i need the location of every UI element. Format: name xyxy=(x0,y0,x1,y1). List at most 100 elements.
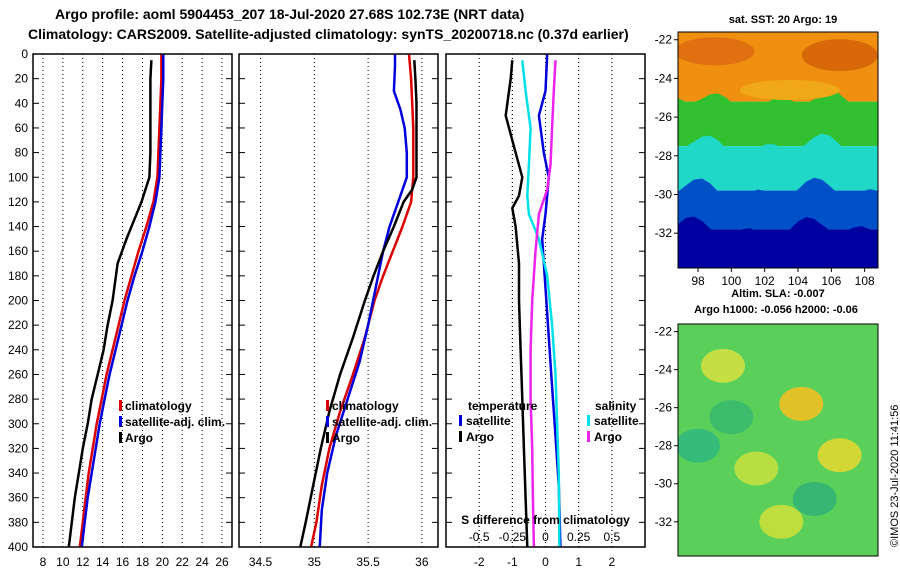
x-tick-label-salinity: 0.25 xyxy=(567,530,591,544)
y-tick-label: 320 xyxy=(8,441,28,455)
map-field xyxy=(678,324,878,556)
map-x-tick-label: 108 xyxy=(855,274,875,288)
legend-swatch xyxy=(119,416,122,427)
map-y-tick-label: -22 xyxy=(655,33,673,47)
series-line-satellite-adj-clim- xyxy=(80,54,165,548)
y-tick-label: 300 xyxy=(8,417,28,431)
y-tick-label: 340 xyxy=(8,466,28,480)
x-tick-label: 1 xyxy=(575,555,582,569)
y-tick-label: 280 xyxy=(8,392,28,406)
legend-label: climatology xyxy=(332,399,399,413)
legend-swatch xyxy=(119,400,122,411)
map-x-tick-label: 104 xyxy=(788,274,808,288)
legend-label: satellite xyxy=(594,414,639,428)
bottom-axis-label: S difference from climatology xyxy=(461,513,630,527)
y-tick-label: 360 xyxy=(8,491,28,505)
y-tick-label: 60 xyxy=(15,121,29,135)
y-tick-label: 380 xyxy=(8,515,28,529)
sla-blob xyxy=(701,348,745,383)
y-tick-label: 240 xyxy=(8,343,28,357)
legend-label: Argo xyxy=(594,430,622,444)
x-tick-label: 0 xyxy=(542,555,549,569)
sla-map-subtitle: Argo h1000: -0.056 h2000: -0.06 xyxy=(694,304,858,316)
y-tick-label: 400 xyxy=(8,540,28,554)
y-tick-label: 40 xyxy=(15,96,29,110)
map-y-tick-label: -24 xyxy=(655,71,673,85)
title-line-2: Climatology: CARS2009. Satellite-adjuste… xyxy=(28,26,629,42)
x-tick-label: 35 xyxy=(308,555,322,569)
x-tick-label: 14 xyxy=(96,555,110,569)
legend-swatch xyxy=(459,431,462,442)
x-tick-label: -1 xyxy=(507,555,518,569)
series-line-climatology xyxy=(78,54,163,548)
map-y-tick-label: -32 xyxy=(655,226,673,240)
panel-frame xyxy=(445,53,646,548)
y-tick-label: 100 xyxy=(8,170,28,184)
map-y-tick-label: -22 xyxy=(655,325,673,339)
series-line-temperature-satellite xyxy=(537,53,562,548)
x-tick-label: 35.5 xyxy=(356,555,380,569)
series-line-argo xyxy=(67,60,153,548)
profile-panel-2: 34.5 35 35.5 36 climatology satellite-adj. cl… xyxy=(238,53,439,569)
map-frame xyxy=(677,323,879,557)
map-y-tick-label: -28 xyxy=(655,149,673,163)
y-tick-label: 80 xyxy=(15,146,29,160)
title-line-1: Argo profile: aoml 5904453_207 18-Jul-20… xyxy=(55,6,525,22)
legend-swatch xyxy=(119,432,122,443)
sst-map-title: sat. SST: 20 Argo: 19 xyxy=(729,14,837,26)
legend-label: Argo xyxy=(466,430,494,444)
x-tick-label-salinity: 0 xyxy=(542,530,549,544)
legend-label: satellite-adj. clim. xyxy=(332,415,432,429)
legend-label: Argo xyxy=(332,431,360,445)
y-tick-label: 140 xyxy=(8,220,28,234)
legend-swatch xyxy=(326,416,329,427)
legend-label: Argo xyxy=(125,431,153,445)
panel-frame xyxy=(32,53,233,548)
x-tick-label-salinity: -0.5 xyxy=(469,530,490,544)
x-tick-label: 24 xyxy=(195,555,209,569)
legend-label: climatology xyxy=(125,399,192,413)
map-x-tick-label: 106 xyxy=(821,274,841,288)
series-line-temperature-argo xyxy=(504,60,529,548)
sla-blob xyxy=(779,386,824,421)
series-line-salinity-argo xyxy=(529,60,557,548)
map-frame xyxy=(677,31,879,269)
profile-panel-1: 8 10 12 14 16 18 20 22 24 26020406080100120140160… xyxy=(8,47,233,569)
map-y-tick-label: -30 xyxy=(655,477,673,491)
profile-panel-3: -2 -1 0 1 2 -0.5 -0.25 0 0.25 0.5 S difference fro… xyxy=(445,53,646,569)
series-line-climatology xyxy=(309,53,415,548)
x-tick-label: 18 xyxy=(136,555,150,569)
legend-swatch xyxy=(326,432,329,443)
sla-blob xyxy=(817,438,862,473)
map-y-tick-label: -26 xyxy=(655,401,673,415)
legend-heading-temperature: temperature xyxy=(468,399,538,413)
x-tick-label: 10 xyxy=(56,555,70,569)
legend-label: satellite-adj. clim. xyxy=(125,415,225,429)
y-tick-label: 220 xyxy=(8,318,28,332)
sst-band-edge xyxy=(678,216,878,244)
y-tick-label: 120 xyxy=(8,195,28,209)
y-tick-label: 180 xyxy=(8,269,28,283)
x-tick-label: 26 xyxy=(215,555,229,569)
series-line-satellite-adj-clim- xyxy=(318,54,409,548)
sla-blob xyxy=(678,428,720,463)
x-tick-label: 16 xyxy=(116,555,130,569)
x-tick-label: 22 xyxy=(176,555,190,569)
x-tick-label: 8 xyxy=(40,555,47,569)
sst-band-edge xyxy=(678,177,878,205)
map-y-tick-label: -24 xyxy=(655,363,673,377)
sla-map-title: Altim. SLA: -0.007 xyxy=(731,288,825,300)
sla-blob xyxy=(759,504,804,539)
x-tick-label-salinity: 0.5 xyxy=(603,530,620,544)
legend-swatch xyxy=(326,400,329,411)
panel-frame xyxy=(238,53,439,548)
legend-swatch xyxy=(587,415,590,426)
sla-blob xyxy=(709,400,754,435)
map-x-tick-label: 100 xyxy=(721,274,741,288)
y-tick-label: 200 xyxy=(8,294,28,308)
sst-band-edge xyxy=(678,133,878,161)
x-tick-label: -2 xyxy=(474,555,485,569)
x-tick-label: 36 xyxy=(415,555,429,569)
sla-blob xyxy=(734,451,779,486)
